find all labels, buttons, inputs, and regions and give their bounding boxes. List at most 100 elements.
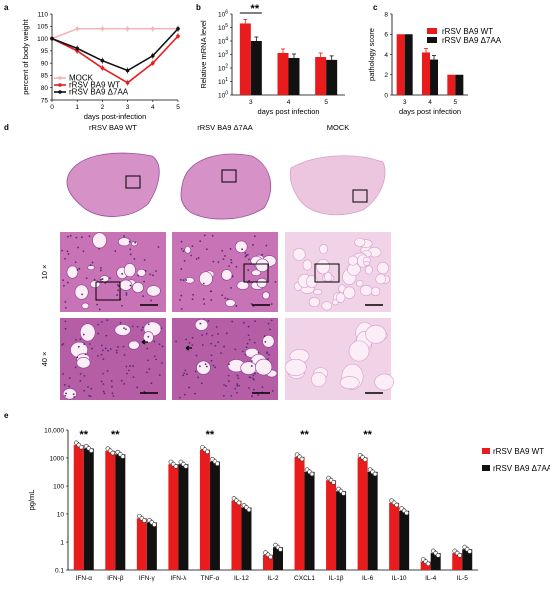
nucleus (75, 338, 77, 341)
y-tick-label: 4 (384, 52, 388, 59)
nucleus (266, 352, 268, 355)
nucleus (65, 392, 67, 395)
nucleus (89, 264, 92, 267)
nucleus (96, 303, 99, 306)
alveolar-space (255, 258, 270, 272)
legend-label: rRSV BA9 Δ7AA (493, 464, 550, 473)
bar (336, 491, 347, 570)
replicate-point (341, 491, 346, 496)
nucleus (161, 362, 163, 364)
nucleus (147, 359, 150, 362)
bar (357, 457, 368, 570)
nucleus (188, 341, 191, 344)
nucleus (123, 354, 126, 356)
nucleus (197, 257, 200, 259)
alveolar-space (375, 273, 386, 285)
nucleus (134, 241, 137, 244)
nucleus (246, 253, 249, 256)
zoom-box (221, 169, 237, 183)
nucleus (235, 305, 238, 307)
nucleus (253, 235, 256, 238)
alveolar-space (308, 297, 320, 308)
nucleus (178, 396, 181, 399)
nucleus (102, 383, 105, 386)
nucleus (241, 350, 244, 353)
column-label: MOCK (327, 123, 350, 132)
nucleus (183, 260, 186, 262)
alveolar-space (114, 324, 131, 336)
alveolar-space (87, 265, 95, 271)
replicate-point (435, 553, 441, 558)
nucleus (199, 240, 202, 243)
legend-swatch (427, 37, 437, 43)
y-tick-label: 0.1 (55, 567, 64, 574)
nucleus (236, 391, 238, 394)
nucleus (136, 386, 139, 389)
nucleus (248, 279, 251, 282)
alveolar-space (323, 272, 333, 282)
nucleus (128, 369, 130, 372)
nucleus (254, 372, 256, 375)
nucleus (100, 278, 102, 281)
nucleus (122, 345, 125, 348)
column-label: rRSV BA9 WT (89, 123, 137, 132)
x-tick-label: 4 (428, 99, 432, 106)
nucleus (125, 372, 128, 375)
bar (389, 502, 400, 570)
nucleus (115, 351, 118, 354)
nucleus (106, 370, 109, 372)
nucleus (153, 340, 156, 343)
nucleus (125, 292, 128, 294)
legend-label: rRSV BA9 WT (442, 27, 493, 36)
nucleus (125, 365, 128, 368)
nucleus (179, 298, 181, 301)
bar (146, 522, 157, 570)
bar (209, 461, 220, 570)
bar (326, 59, 338, 95)
panel-d: d rRSV BA9 WT rRSV BA9 Δ7AA MOCK 10 × 40 × (4, 123, 395, 400)
panel-letter-e: e (4, 411, 9, 420)
nucleus (100, 321, 103, 323)
nucleus (202, 282, 205, 285)
replicate-point (394, 502, 399, 508)
nucleus (99, 269, 102, 272)
nucleus (100, 344, 103, 347)
nucleus (161, 345, 164, 348)
nucleus (188, 386, 190, 389)
nucleus (123, 327, 126, 330)
nucleus (253, 388, 255, 391)
x-tick-label: 3 (249, 99, 253, 106)
alveolar-space (62, 388, 77, 400)
nucleus (228, 265, 230, 267)
nucleus (83, 389, 86, 392)
data-point (125, 81, 130, 85)
bar (277, 52, 289, 95)
bar (455, 74, 464, 95)
nucleus (226, 298, 229, 300)
y-tick-label: 100 (218, 90, 228, 99)
nucleus (220, 352, 223, 355)
nucleus (105, 334, 108, 337)
nucleus (252, 244, 254, 246)
y-tick-label: 101 (218, 77, 228, 86)
alveolar-space (184, 277, 195, 284)
nucleus (217, 341, 220, 344)
replicate-point (110, 450, 116, 456)
nucleus (201, 344, 204, 346)
data-point (125, 68, 130, 73)
alveolar-space (374, 373, 395, 391)
nucleus (264, 340, 267, 343)
nucleus (158, 374, 161, 376)
nucleus (236, 384, 239, 387)
nucleus (131, 325, 134, 328)
significance-mark: ** (363, 429, 372, 441)
nucleus (146, 347, 149, 350)
nucleus (76, 356, 79, 359)
nucleus (143, 280, 145, 283)
nucleus (117, 346, 119, 348)
nucleus (77, 345, 80, 348)
panel-a: a 75 80 85 90 95 100 105 110 0 1 2 3 4 5 days post-infe… (4, 3, 180, 121)
nucleus (74, 261, 77, 264)
bar (231, 500, 242, 570)
alveolar-space (199, 271, 213, 286)
